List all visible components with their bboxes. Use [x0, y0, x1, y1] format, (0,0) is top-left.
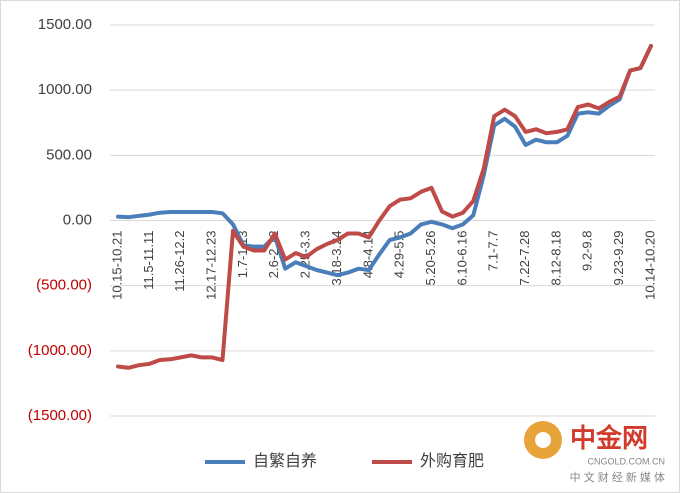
watermark-logo-inner: [535, 432, 551, 448]
y-tick-label: 1000.00: [38, 81, 92, 98]
x-tick-label: 10.15-10.21: [109, 231, 124, 300]
x-tick-label: 9.23-9.29: [611, 231, 626, 286]
x-tick-label: 10.14-10.20: [642, 231, 657, 300]
y-tick-label: 1500.00: [38, 16, 92, 33]
y-tick-label: 500.00: [46, 146, 92, 163]
series-line: [116, 43, 653, 278]
legend-label: 自繁自养: [253, 452, 317, 470]
x-tick-label: 7.22-7.28: [517, 231, 532, 286]
watermark-slogan: 中 文 财 经 新 媒 体: [570, 470, 665, 484]
watermark-name: 中金网: [570, 423, 648, 453]
x-tick-label: 12.17-12.23: [203, 231, 218, 300]
y-tick-label: (500.00): [36, 277, 92, 294]
x-tick-label: 7.1-7.7: [486, 231, 501, 271]
x-tick-label: 8.12-8.18: [548, 231, 563, 286]
y-tick-label: (1500.00): [28, 407, 92, 424]
x-tick-label: 9.2-9.8: [580, 231, 595, 271]
x-tick-label: 3.18-3.24: [329, 231, 344, 286]
x-tick-label: 6.10-6.16: [454, 231, 469, 286]
legend-label: 外购育肥: [420, 452, 484, 470]
x-tick-label: 11.5-11.11: [141, 231, 156, 290]
x-tick-label: 5.20-5.26: [423, 231, 438, 286]
y-tick-label: (1000.00): [28, 342, 92, 359]
series-line: [116, 43, 653, 370]
x-tick-label: 4.29-5.5: [392, 231, 407, 279]
watermark-url: CNGOLD.COM.CN: [587, 456, 665, 466]
y-tick-label: 0.00: [63, 211, 92, 228]
watermark: 中金网 CNGOLD.COM.CN 中 文 财 经 新 媒 体: [524, 421, 665, 484]
x-tick-label: 11.26-12.2: [172, 231, 187, 292]
